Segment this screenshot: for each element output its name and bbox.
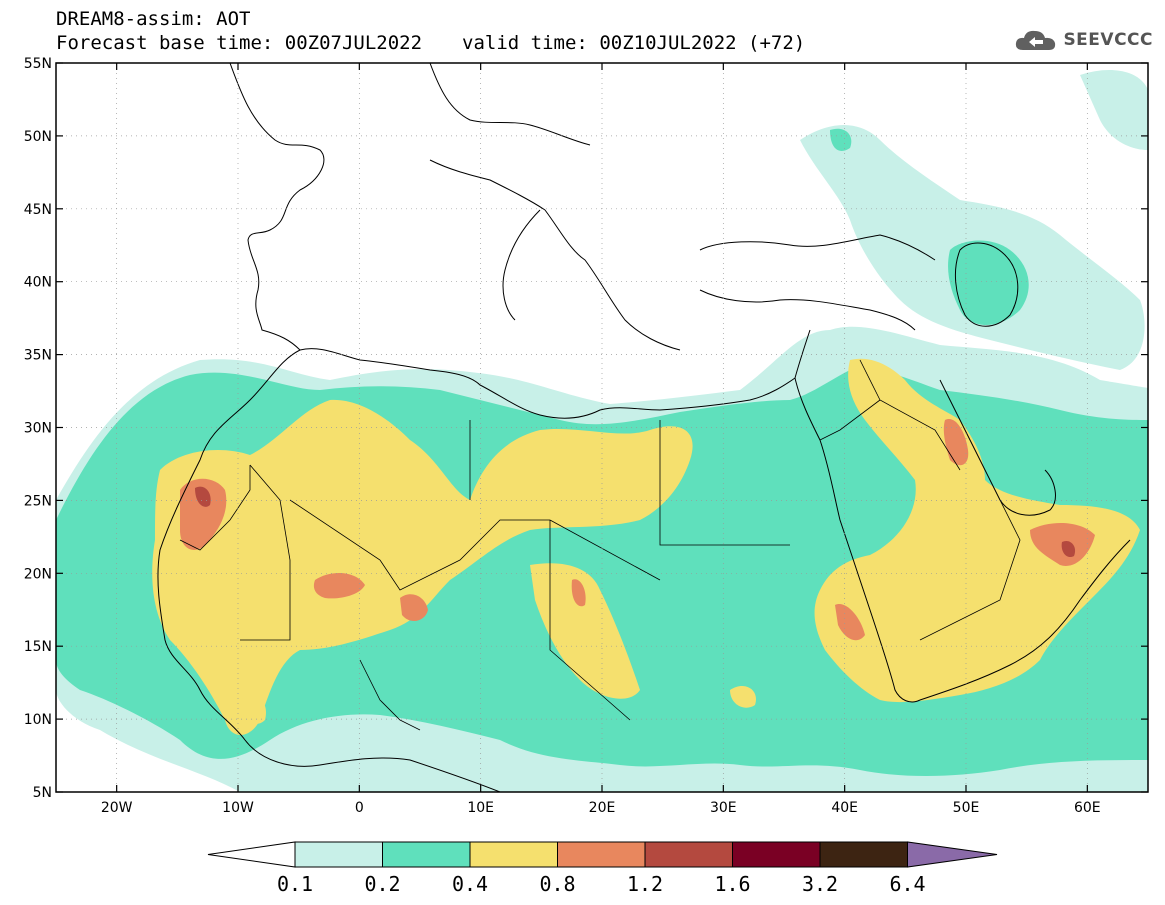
seevccc-logo: SEEVCCC: [1013, 26, 1153, 54]
colorbar-swatch: [294, 841, 383, 868]
aot-level-1-2: [195, 486, 1076, 558]
colorbar-label: 1.2: [627, 872, 663, 896]
aot-level-0-4: [152, 358, 1140, 735]
colorbar-label: 3.2: [802, 872, 838, 896]
lat-tick-label: 10N: [24, 712, 52, 728]
lat-tick-label: 25N: [24, 493, 52, 509]
lon-tick-label: 20E: [589, 800, 616, 816]
lat-axis: 55N 50N 45N 40N 35N 30N 25N 20N 15N 10N 5N: [24, 56, 1148, 801]
forecast-time-line: Forecast base time: 00Z07JUL2022 valid ti…: [56, 32, 805, 54]
lon-tick-label: 60E: [1074, 800, 1101, 816]
colorbar-max-arrow: [907, 841, 998, 868]
map-title: DREAM8-assim: AOT: [56, 8, 251, 30]
colorbar-swatch: [819, 841, 908, 868]
colorbar-swatch: [557, 841, 646, 868]
aot-field: [56, 70, 1148, 792]
lat-tick-label: 20N: [24, 566, 52, 582]
lat-tick-label: 15N: [24, 639, 52, 655]
lat-tick-label: 5N: [33, 785, 52, 801]
lon-tick-label: 50E: [953, 800, 980, 816]
lon-tick-label: 0: [355, 800, 364, 816]
colorbar-swatch: [732, 841, 821, 868]
lat-tick-label: 40N: [24, 275, 52, 291]
colorbar-label: 1.6: [714, 872, 750, 896]
gridlines: [56, 63, 1148, 792]
lat-tick-label: 35N: [24, 348, 52, 364]
colorbar-label: 0.1: [277, 872, 313, 896]
colorbar-min-arrow: [207, 841, 296, 868]
colorbar-swatch: [644, 841, 733, 868]
lat-tick-label: 45N: [24, 202, 52, 218]
colorbar-label: 0.4: [452, 872, 488, 896]
lat-tick-label: 50N: [24, 129, 52, 145]
lat-tick-label: 55N: [24, 56, 52, 72]
lon-tick-label: 10W: [222, 800, 254, 816]
colorbar-label: 6.4: [889, 872, 925, 896]
colorbar-label: 0.8: [539, 872, 575, 896]
lat-tick-label: 30N: [24, 421, 52, 437]
lon-axis: 20W 10W 0 10E 20E 30E 40E 50E 60E: [101, 63, 1101, 816]
colorbar-swatch: [382, 841, 471, 868]
cloud-icon: [1016, 30, 1056, 50]
lon-tick-label: 20W: [101, 800, 133, 816]
colorbar-swatch: [469, 841, 558, 868]
lon-tick-label: 40E: [831, 800, 858, 816]
country-borders: [179, 359, 1021, 731]
coastlines: [157, 63, 1131, 792]
base-time: Forecast base time: 00Z07JUL2022: [56, 32, 423, 54]
colorbar: 0.1 0.2 0.4 0.8 1.2 1.6 3.2 6.4: [207, 841, 998, 896]
valid-time: valid time: 00Z10JUL2022 (+72): [462, 32, 806, 54]
lon-tick-label: 30E: [710, 800, 737, 816]
logo-text: SEEVCCC: [1063, 30, 1153, 50]
lon-tick-label: 10E: [467, 800, 494, 816]
colorbar-label: 0.2: [364, 872, 400, 896]
